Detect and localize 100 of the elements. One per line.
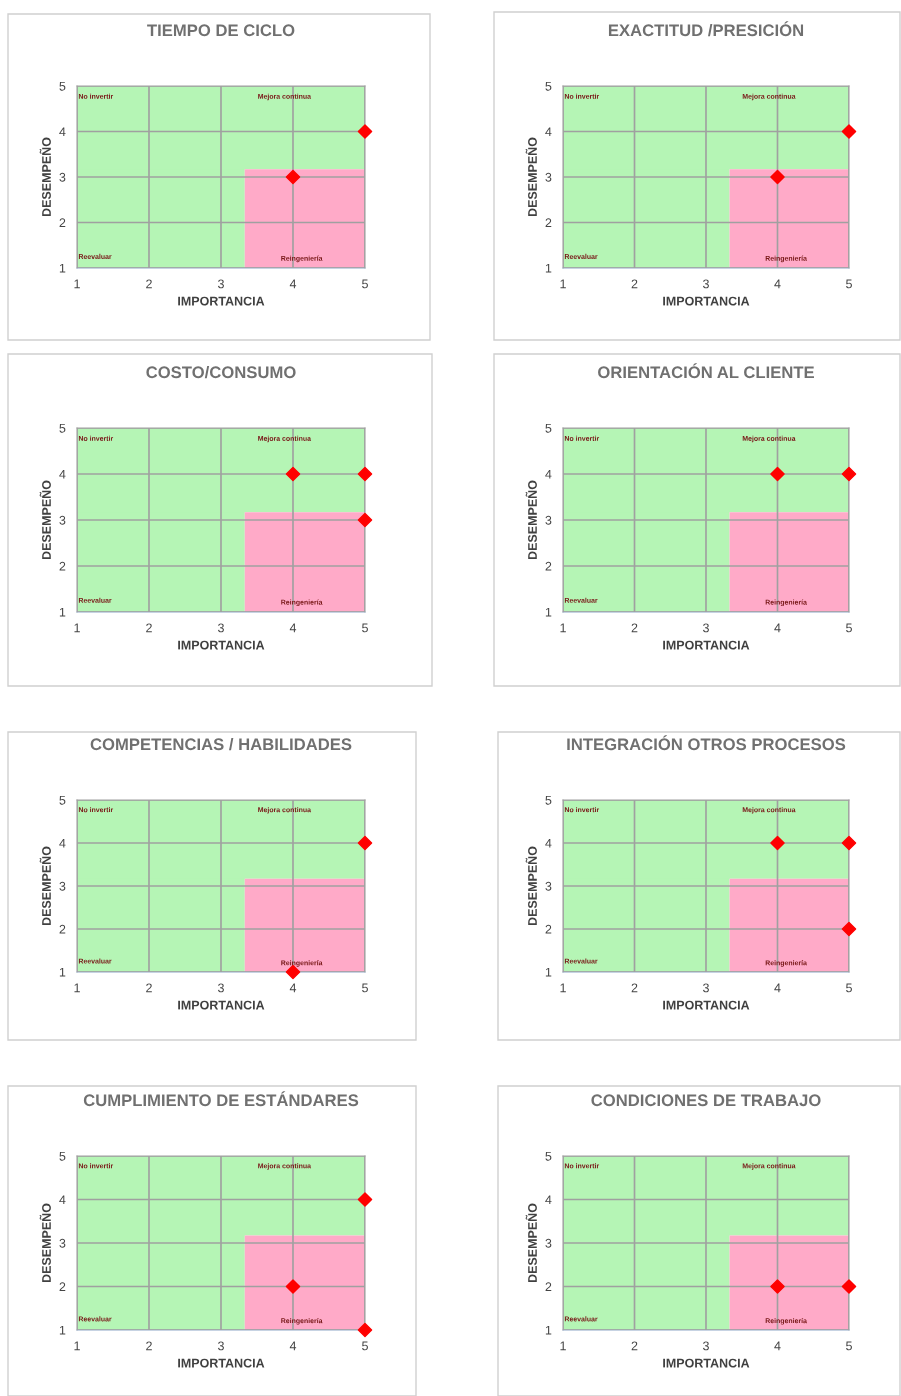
x-tick-label: 5 (846, 983, 852, 993)
x-tick-label: 4 (774, 279, 781, 289)
y-tick-label: 1 (545, 607, 552, 617)
point (357, 1322, 373, 1338)
x-tick-label: 2 (146, 279, 152, 289)
x-tick-label: 5 (846, 1341, 852, 1351)
y-tick-label: 3 (545, 515, 552, 525)
y-tick-label: 1 (59, 607, 66, 617)
y-tick-label: 4 (545, 469, 552, 479)
chart-title: INTEGRACIÓN OTROS PROCESOS (567, 735, 846, 751)
y-tick-label: 3 (59, 1238, 66, 1248)
x-tick-label: 4 (774, 983, 781, 993)
y-tick-label: 5 (59, 795, 66, 805)
x-tick-label: 2 (631, 983, 638, 993)
x-tick-label: 5 (362, 983, 368, 993)
chart-title: CUMPLIMIENTO DE ESTÁNDARES (83, 1091, 359, 1107)
x-tick-label: 3 (218, 1341, 224, 1351)
x-axis-title: IMPORTANCIA (663, 640, 750, 650)
x-tick-label: 3 (218, 983, 224, 993)
y-axis-title: DESEMPEÑO (39, 1203, 51, 1283)
x-tick-label: 3 (703, 279, 709, 289)
y-tick-label: 3 (59, 172, 66, 182)
x-tick-label: 4 (289, 983, 297, 993)
y-tick-label: 5 (59, 81, 66, 91)
chart-title: CONDICIONES DE TRABAJO (591, 1094, 821, 1107)
y-tick-label: 1 (545, 263, 552, 273)
x-tick-label: 2 (146, 983, 152, 993)
y-axis-title: DESEMPEÑO (525, 846, 537, 926)
point (357, 1192, 373, 1207)
y-tick-label: 2 (59, 924, 66, 934)
x-tick-label: 2 (631, 623, 638, 633)
y-tick-label: 1 (545, 1325, 552, 1335)
x-axis-title: IMPORTANCIA (178, 1000, 265, 1010)
y-tick-label: 1 (59, 263, 66, 273)
x-tick-label: 3 (703, 1341, 709, 1351)
y-tick-label: 3 (59, 515, 66, 525)
x-tick-label: 4 (774, 623, 781, 633)
x-tick-label: 1 (74, 983, 80, 993)
y-axis-title: DESEMPEÑO (525, 1203, 537, 1283)
x-tick-label: 5 (846, 623, 852, 633)
y-tick-label: 1 (59, 1325, 66, 1335)
x-tick-label: 4 (289, 1341, 297, 1351)
x-axis-title: IMPORTANCIA (178, 296, 265, 306)
y-tick-label: 3 (545, 881, 552, 891)
y-tick-label: 3 (545, 1238, 552, 1248)
y-tick-label: 5 (545, 1151, 552, 1161)
y-tick-label: 1 (59, 967, 66, 977)
x-tick-label: 5 (362, 623, 368, 633)
y-tick-label: 4 (59, 469, 66, 479)
x-tick-label: 1 (74, 279, 80, 289)
y-axis-title: DESEMPEÑO (39, 137, 51, 217)
y-tick-label: 4 (59, 838, 66, 848)
y-tick-label: 2 (545, 561, 552, 571)
y-tick-label: 4 (545, 127, 552, 137)
y-tick-label: 3 (59, 881, 66, 891)
y-tick-label: 1 (545, 967, 552, 977)
y-tick-label: 5 (545, 423, 552, 433)
x-axis-title: IMPORTANCIA (178, 640, 265, 650)
chart-title: TIEMPO DE CICLO (147, 24, 295, 37)
x-tick-label: 2 (146, 1341, 152, 1351)
chart-title: EXACTITUD /PRESICIÓN (608, 21, 804, 37)
y-axis-title: DESEMPEÑO (39, 480, 51, 560)
y-axis-title: DESEMPEÑO (525, 137, 537, 217)
x-tick-label: 1 (560, 623, 566, 633)
x-tick-label: 1 (74, 623, 80, 633)
x-tick-label: 4 (774, 1341, 781, 1351)
chart-title: COMPETENCIAS / HABILIDADES (90, 737, 352, 751)
x-axis-title: IMPORTANCIA (663, 296, 750, 306)
x-tick-label: 1 (560, 1341, 566, 1351)
x-tick-label: 3 (218, 279, 224, 289)
y-tick-label: 4 (545, 838, 552, 848)
y-tick-label: 4 (59, 127, 66, 137)
x-axis-title: IMPORTANCIA (663, 1000, 750, 1010)
y-tick-label: 5 (545, 795, 552, 805)
y-tick-label: 5 (59, 423, 66, 433)
x-tick-label: 4 (289, 279, 297, 289)
x-tick-label: 3 (703, 623, 709, 633)
y-tick-label: 5 (545, 81, 552, 91)
x-tick-label: 5 (362, 279, 368, 289)
x-tick-label: 1 (74, 1341, 80, 1351)
x-axis-title: IMPORTANCIA (178, 1358, 265, 1368)
y-axis-title: DESEMPEÑO (39, 846, 51, 926)
y-tick-label: 2 (59, 561, 66, 571)
y-tick-label: 2 (545, 1282, 552, 1292)
x-tick-label: 2 (146, 623, 152, 633)
x-tick-label: 5 (846, 279, 852, 289)
y-tick-label: 5 (59, 1151, 66, 1161)
y-tick-label: 3 (545, 172, 552, 182)
x-tick-label: 1 (560, 983, 566, 993)
y-tick-label: 2 (59, 1282, 66, 1292)
x-axis-title: IMPORTANCIA (663, 1358, 750, 1368)
x-tick-label: 1 (560, 279, 566, 289)
y-tick-label: 4 (59, 1195, 66, 1205)
y-tick-label: 2 (545, 218, 552, 228)
x-tick-label: 2 (631, 1341, 638, 1351)
y-axis-title: DESEMPEÑO (525, 480, 537, 560)
x-tick-label: 5 (362, 1341, 368, 1351)
y-tick-label: 2 (59, 218, 66, 228)
y-tick-label: 2 (545, 924, 552, 934)
point (285, 1279, 301, 1294)
